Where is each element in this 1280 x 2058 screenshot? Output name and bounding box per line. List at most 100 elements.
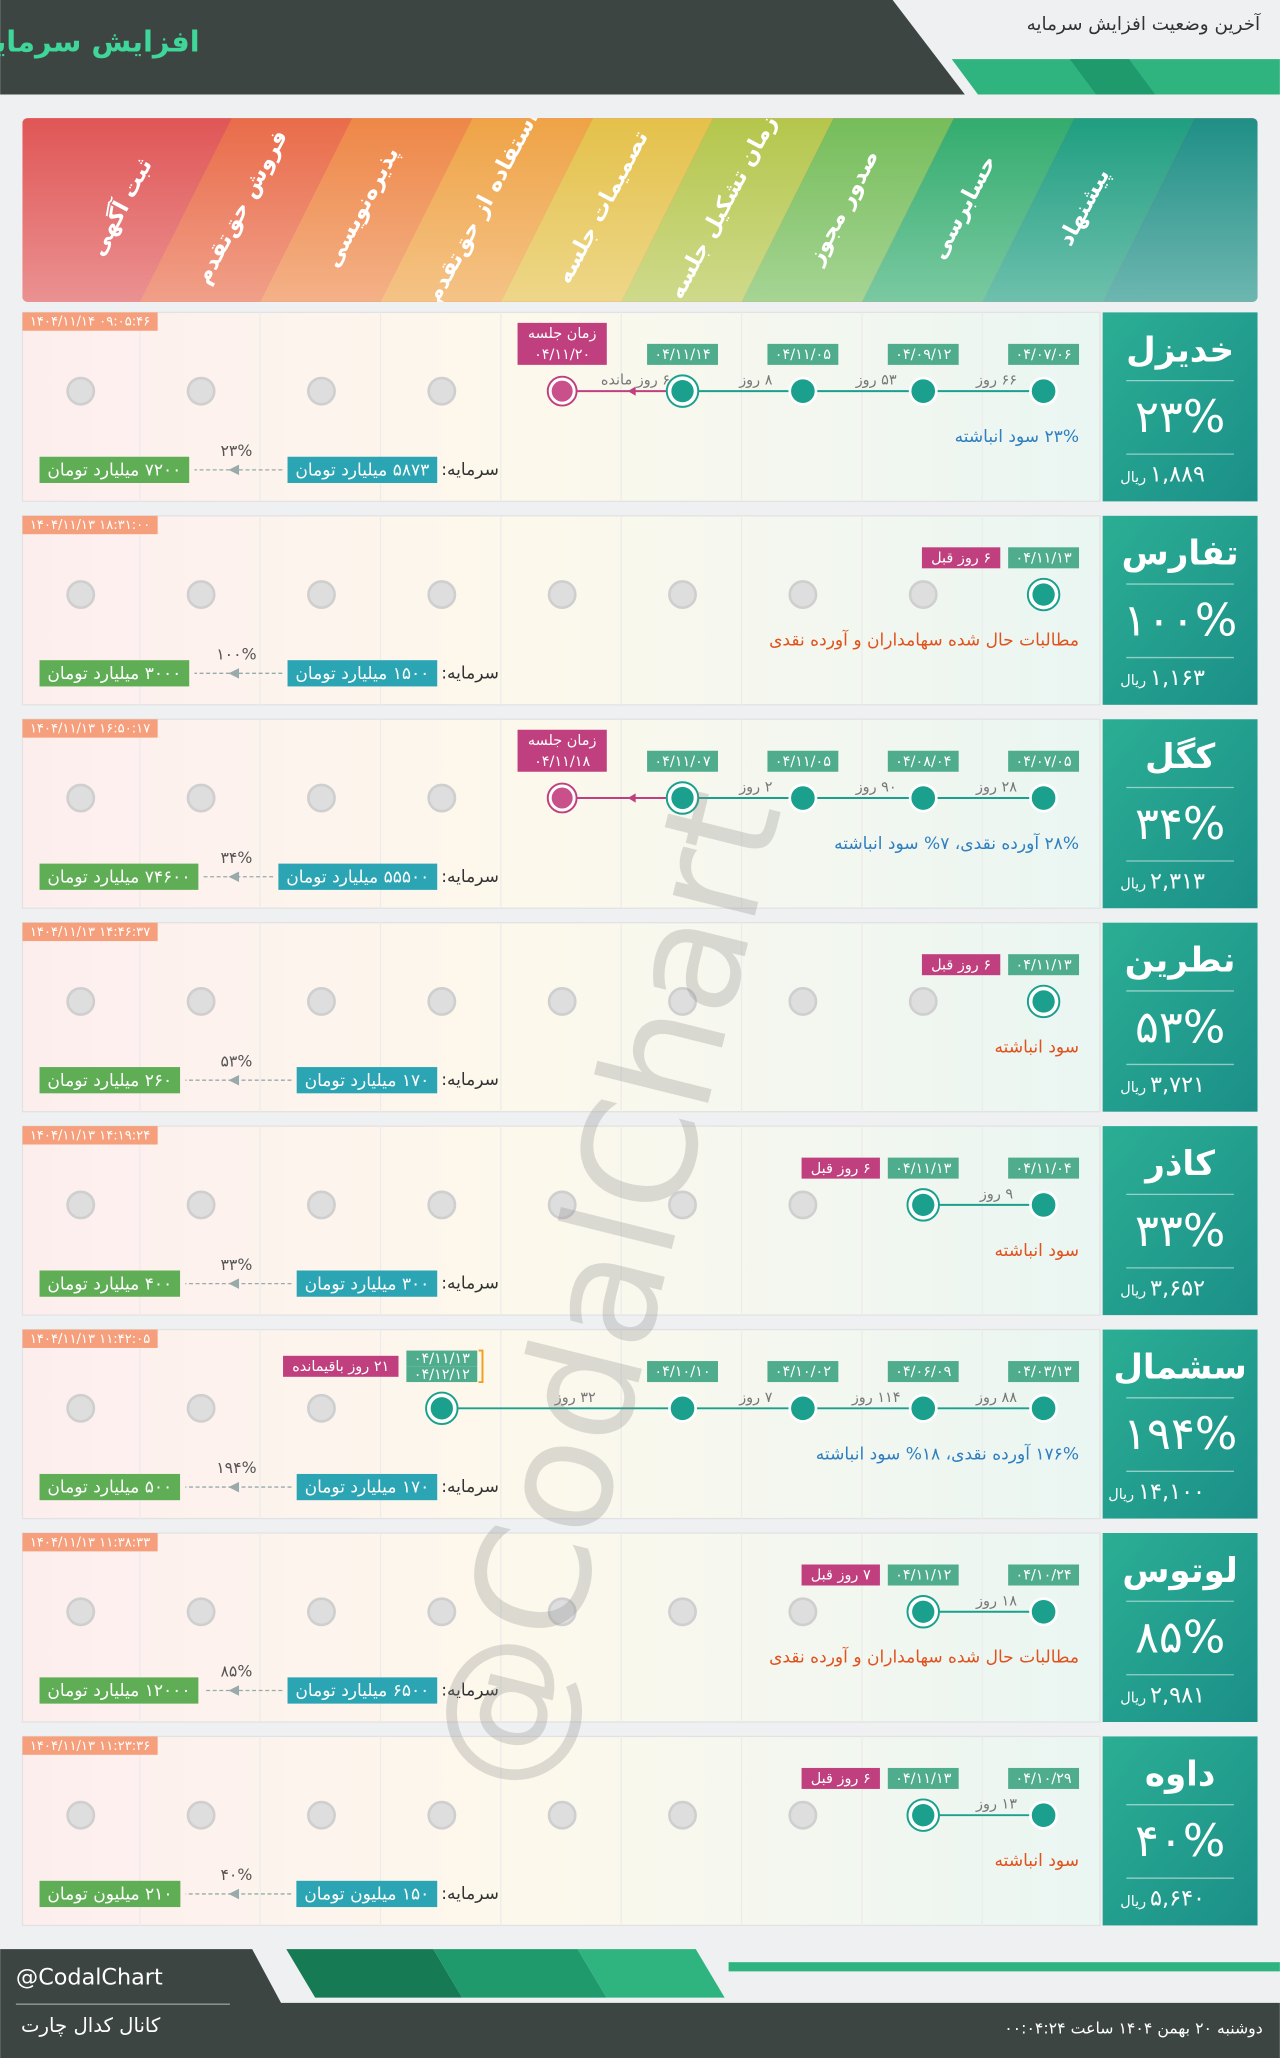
stage-date: ۰۴/۱۱/۰۷: [654, 754, 710, 770]
capital-target-box: [39, 1067, 181, 1094]
current-stage-core: [671, 786, 694, 810]
timestamp-box: [22, 515, 158, 535]
share-price: ۲,۳۱۳: [1150, 869, 1205, 895]
date-box: [1008, 954, 1080, 976]
increase-percent: ۱۹۴%: [1123, 1408, 1237, 1460]
capital-label: سرمایه:: [441, 1274, 499, 1294]
empty-stage: [788, 580, 818, 609]
capital-increase: ۵۳%: [220, 1051, 252, 1070]
done-stage: [668, 1393, 697, 1423]
footer-dark: [0, 1949, 1280, 2058]
days-label: ۸۸ روز: [975, 1390, 1017, 1406]
capital-arrow: [228, 464, 240, 476]
stage-date: ۰۴/۰۳/۱۳: [1015, 1364, 1071, 1380]
current-stage-core: [912, 1600, 935, 1623]
date-box: [1008, 1361, 1080, 1383]
empty-stage: [427, 987, 457, 1016]
empty-stage: [186, 783, 216, 813]
share-price: ۲,۹۸۱: [1150, 1682, 1205, 1708]
currency-label: ریال: [1120, 673, 1146, 689]
tag-box: [921, 547, 1001, 569]
capital-label: سرمایه:: [441, 867, 499, 887]
done-stage: [1029, 783, 1059, 813]
stage-date: ۰۴/۰۹/۱۲: [895, 347, 951, 363]
increase-percent: ۳۳%: [1135, 1205, 1225, 1257]
date-box: [647, 750, 718, 772]
days-label: ۱۸ روز: [975, 1593, 1017, 1609]
current-stage-core: [1032, 990, 1055, 1013]
stage-date: ۰۴/۱۰/۲۹: [1015, 1771, 1071, 1787]
done-stage: [1029, 1393, 1059, 1423]
footer-handle: @CodalChart: [16, 1964, 163, 1990]
company-panel: [1102, 312, 1258, 502]
currency-label: ریال: [1120, 1690, 1146, 1706]
current-stage-core: [430, 1397, 453, 1420]
tag-text: ۲۱ روز باقیمانده: [292, 1359, 389, 1375]
share-price: ۱۴,۱۰۰: [1138, 1479, 1205, 1505]
empty-stage: [186, 580, 216, 609]
company-name: تفارس: [1122, 534, 1239, 574]
timestamp: ۱۴۰۴/۱۱/۱۳ ۱۴:۱۹:۲۴: [30, 1128, 150, 1143]
stage-date: ۰۴/۰۷/۰۵: [1015, 754, 1071, 770]
row-background: [21, 922, 1101, 1113]
tag-box: [517, 729, 607, 772]
capital-increase: ۲۳%: [220, 441, 252, 460]
date-box: [1008, 1564, 1080, 1586]
capital-increase: ۸۵%: [220, 1662, 252, 1681]
company-panel: [1102, 1736, 1258, 1926]
current-stage-core: [912, 1193, 935, 1217]
date-box: [406, 1350, 478, 1367]
pending-stage-core: [551, 787, 573, 809]
timestamp-box: [22, 1329, 158, 1348]
capital-current-box: [278, 863, 438, 890]
days-label: ۶۶ روز: [975, 373, 1017, 389]
stage-date: ۰۴/۰۸/۰۴: [895, 754, 951, 770]
done-stage: [788, 783, 818, 813]
timestamp: ۱۴۰۴/۱۱/۱۴ ۰۹:۰۵:۴۶: [30, 315, 150, 330]
stage-date: ۰۴/۱۱/۱۲: [895, 1568, 951, 1584]
note: ۲۸% آورده نقدی، ۷% سود انباشته: [834, 832, 1079, 854]
company-name: لوتوس: [1122, 1551, 1237, 1591]
empty-stage: [547, 1597, 577, 1627]
company-panel: [1102, 922, 1258, 1112]
stage-date: ۰۴/۱۱/۱۳: [1015, 957, 1071, 973]
increase-percent: ۵۳%: [1135, 1001, 1225, 1053]
currency-label: ریال: [1120, 877, 1146, 893]
current-stage-core: [1032, 583, 1055, 606]
share-price: ۵,۶۴۰: [1150, 1886, 1205, 1912]
company-panel: [1102, 1533, 1258, 1722]
company-name: کگل: [1145, 736, 1215, 777]
days-label: ۳۲ روز: [554, 1390, 596, 1406]
date-box: [767, 343, 839, 365]
timeline-arrow: [627, 793, 636, 803]
note: سود انباشته: [995, 1037, 1079, 1057]
empty-stage: [307, 1800, 336, 1830]
tag-box: [921, 954, 1001, 976]
note: ۲۳% سود انباشته: [955, 427, 1079, 447]
empty-stage: [307, 376, 336, 406]
tag-box: [517, 322, 607, 365]
rows: ۱۴۰۴/۱۱/۱۴ ۰۹:۰۵:۴۶خدیزل۲۳%۱,۸۸۹ریال۰۴/۰…: [21, 311, 1258, 1927]
capital-current-box: [296, 1880, 438, 1908]
current-stage-core: [671, 379, 694, 403]
days-label: ۷ روز: [738, 1390, 772, 1406]
stage-date: ۰۴/۱۱/۰۴: [1015, 1161, 1071, 1177]
empty-stage: [186, 987, 216, 1016]
date-box: [887, 1564, 959, 1586]
done-stage: [908, 783, 938, 813]
capital-arrow: [228, 1278, 240, 1289]
increase-percent: ۴۰%: [1135, 1815, 1225, 1867]
done-stage: [1029, 1597, 1059, 1627]
tag-text: ۶ روز قبل: [811, 1161, 871, 1177]
share-price: ۱,۱۶۳: [1150, 665, 1205, 691]
done-stage: [1029, 1190, 1059, 1220]
capital-current-box: [287, 456, 438, 483]
empty-stage: [908, 580, 938, 609]
tag-text: ۶ روز قبل: [931, 550, 991, 566]
empty-stage: [908, 987, 938, 1016]
tag-box: [801, 1767, 880, 1789]
